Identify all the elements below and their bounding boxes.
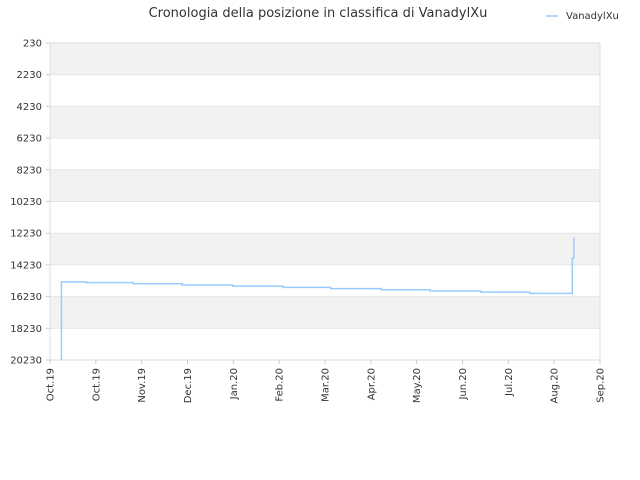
x-tick-label: Dec.19 — [183, 368, 194, 403]
y-tick-label: 8230 — [17, 165, 42, 176]
y-axis: 230 2230 4230 6230 8230 10230 12230 14230 16230 1… — [10, 39, 50, 367]
plot-band — [50, 233, 600, 265]
x-tick-label: Jul.20 — [504, 368, 515, 397]
x-axis: Oct.19 Oct.19 Nov.19 Dec.19 Jan.20 Feb.20 Mar.… — [46, 360, 607, 403]
y-tick-label: 230 — [23, 39, 42, 50]
x-tick-label: May.20 — [412, 368, 423, 403]
x-tick-label: Sep.20 — [596, 368, 607, 403]
y-tick-label: 12230 — [10, 229, 42, 240]
x-tick-label: Mar.20 — [321, 368, 332, 402]
y-tick-label: 6230 — [17, 134, 42, 145]
x-tick-label: Oct.19 — [46, 368, 57, 401]
y-tick-label: 2230 — [17, 70, 42, 81]
x-tick-label: Jan.20 — [229, 368, 240, 400]
plot-band — [50, 43, 600, 75]
plot-band — [50, 169, 600, 202]
x-tick-label: Nov.19 — [137, 368, 148, 403]
y-tick-label: 4230 — [17, 102, 42, 113]
y-tick-label: 18230 — [10, 324, 42, 335]
plot-bands — [50, 43, 600, 329]
plot-band — [50, 296, 600, 329]
y-tick-label: 10230 — [10, 197, 42, 208]
series-line-vanadylxu[interactable] — [60, 237, 575, 360]
x-tick-label: Apr.20 — [366, 368, 377, 400]
legend-label: VanadylXu — [566, 11, 619, 22]
plot-band — [50, 106, 600, 139]
x-tick-label: Feb.20 — [275, 368, 286, 402]
series-layer — [60, 237, 575, 360]
x-tick-label: Oct.19 — [91, 368, 102, 401]
x-tick-label: Jun.20 — [458, 368, 469, 401]
y-tick-label: 14230 — [10, 260, 42, 271]
chart-title: Cronologia della posizione in classifica… — [149, 6, 488, 21]
y-tick-label: 16230 — [10, 292, 42, 303]
x-tick-label: Aug.20 — [550, 368, 561, 403]
y-tick-label: 20230 — [10, 356, 42, 367]
legend[interactable]: VanadylXu — [546, 11, 619, 22]
